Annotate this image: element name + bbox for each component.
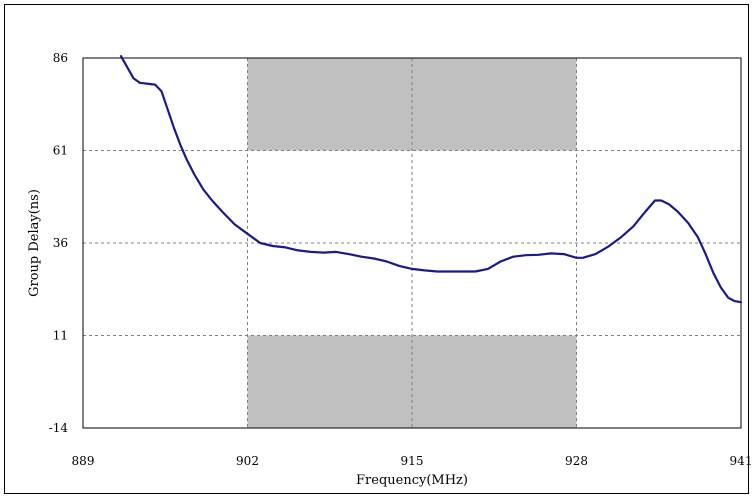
group-delay-series-line <box>119 55 743 304</box>
grid-layer <box>83 58 741 428</box>
mask-layer <box>247 58 577 428</box>
y-tick-label: 86 <box>53 51 68 65</box>
x-tick-label: 902 <box>236 454 259 468</box>
y-tick-label: 61 <box>53 144 68 158</box>
plot-area-border <box>82 57 742 429</box>
x-tick-label: 928 <box>565 454 588 468</box>
x-tick-label: 889 <box>72 454 95 468</box>
x-tick-label: 915 <box>401 454 424 468</box>
x-tick-labels: 889 902 915 928 941 <box>72 454 753 468</box>
x-axis-title: Frequency(MHz) <box>356 473 468 488</box>
y-tick-label: 11 <box>53 329 68 343</box>
y-tick-labels: -14 11 36 61 86 <box>49 51 69 435</box>
series-layer <box>119 55 743 304</box>
spec-mask-region-1 <box>247 58 577 151</box>
y-tick-label: -14 <box>49 421 69 435</box>
y-axis-title: Group Delay(ns) <box>27 189 42 297</box>
x-tick-label: 941 <box>730 454 753 468</box>
y-tick-label: 36 <box>53 236 68 250</box>
